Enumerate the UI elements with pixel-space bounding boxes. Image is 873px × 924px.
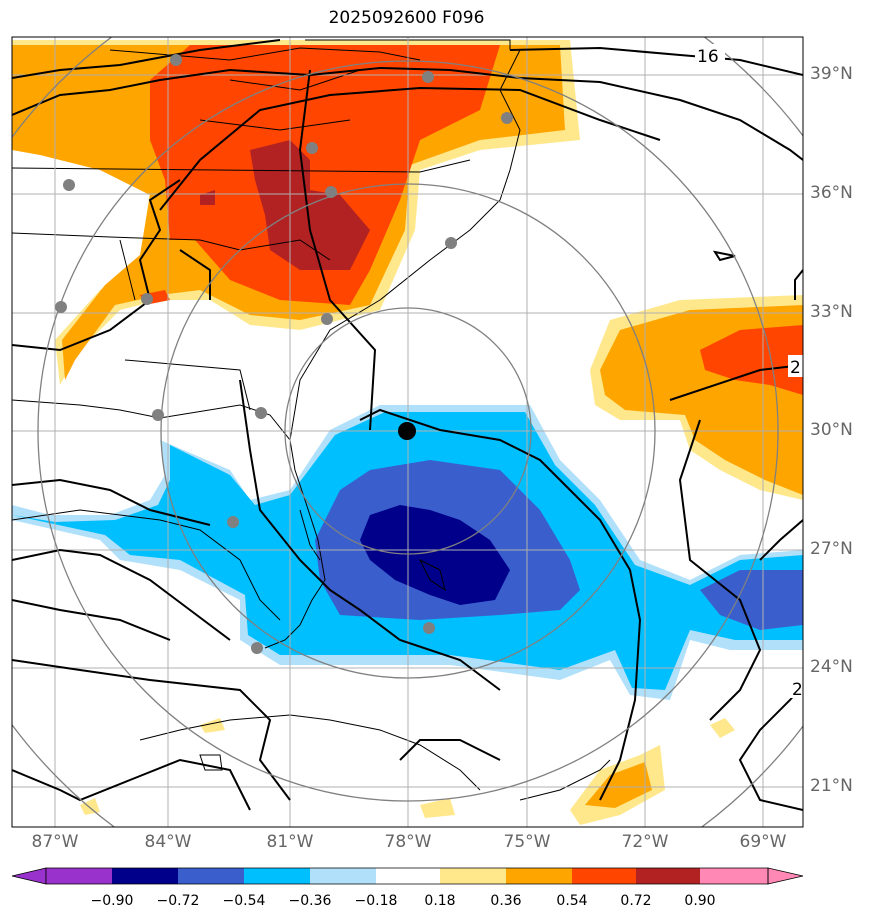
lat-label: 24°N [810, 657, 853, 677]
station-dot [422, 71, 434, 83]
colorbar-extend-high [767, 867, 804, 885]
station-dot [501, 112, 513, 124]
station-dot [321, 313, 333, 325]
colorbar-tick-label: 0.18 [424, 893, 456, 909]
colorbar-bin [178, 868, 244, 884]
lat-label: 30°N [810, 420, 853, 440]
colorbar-tick-label: 0.54 [556, 893, 588, 909]
colorbar-bin [376, 868, 440, 884]
colorbar-tick-label: −0.18 [354, 893, 398, 909]
station-dot [152, 409, 164, 421]
station-dot [251, 642, 263, 654]
station-dot [423, 622, 435, 634]
colorbar-tick-label: −0.90 [90, 893, 134, 909]
contour-label: 16 [697, 47, 719, 67]
lon-label: 81°W [266, 832, 314, 852]
map-title: 2025092600 F096 [328, 8, 485, 28]
lat-label: 27°N [810, 539, 853, 559]
station-dot [141, 293, 153, 305]
colorbar-tick-label: −0.72 [156, 893, 200, 909]
station-dot [170, 54, 182, 66]
station-dot [325, 186, 337, 198]
colorbar-tick-label: 0.90 [684, 893, 716, 909]
lon-label: 75°W [503, 832, 551, 852]
station-dot [306, 142, 318, 154]
lat-label: 39°N [810, 64, 853, 84]
colorbar-bin [112, 868, 178, 884]
station-dot [55, 301, 67, 313]
colorbar-bin [244, 868, 310, 884]
colorbar-bin [310, 868, 376, 884]
colorbar-bin [700, 868, 768, 884]
colorbar-bin [636, 868, 700, 884]
contour-label: 2 [792, 680, 803, 700]
lon-label: 72°W [621, 832, 669, 852]
colorbar [11, 867, 804, 885]
colorbar-bin [506, 868, 572, 884]
lat-label: 21°N [810, 776, 853, 796]
colorbar-bin [572, 868, 636, 884]
station-dot [255, 407, 267, 419]
colorbar-tick-label: −0.54 [222, 893, 266, 909]
lon-label: 87°W [31, 832, 79, 852]
lat-label: 33°N [810, 302, 853, 322]
station-dot [227, 516, 239, 528]
station-dot [445, 237, 457, 249]
colorbar-bin [46, 868, 112, 884]
coastlines [12, 39, 611, 801]
station-dot [63, 179, 75, 191]
colorbar-extend-low [11, 867, 47, 885]
storm-center-marker [398, 422, 416, 440]
colorbar-tick-label: −0.36 [288, 893, 332, 909]
lat-label: 36°N [810, 183, 853, 203]
lon-label: 84°W [144, 832, 192, 852]
lon-label: 78°W [384, 832, 432, 852]
colorbar-tick-label: 0.72 [620, 893, 652, 909]
colorbar-bin [440, 868, 506, 884]
map-frame [11, 36, 804, 828]
contour-lines [12, 39, 803, 811]
station-dots [55, 54, 513, 654]
lon-label: 69°W [739, 832, 787, 852]
colorbar-tick-label: 0.36 [490, 893, 522, 909]
contour-label: 2 [790, 358, 801, 378]
